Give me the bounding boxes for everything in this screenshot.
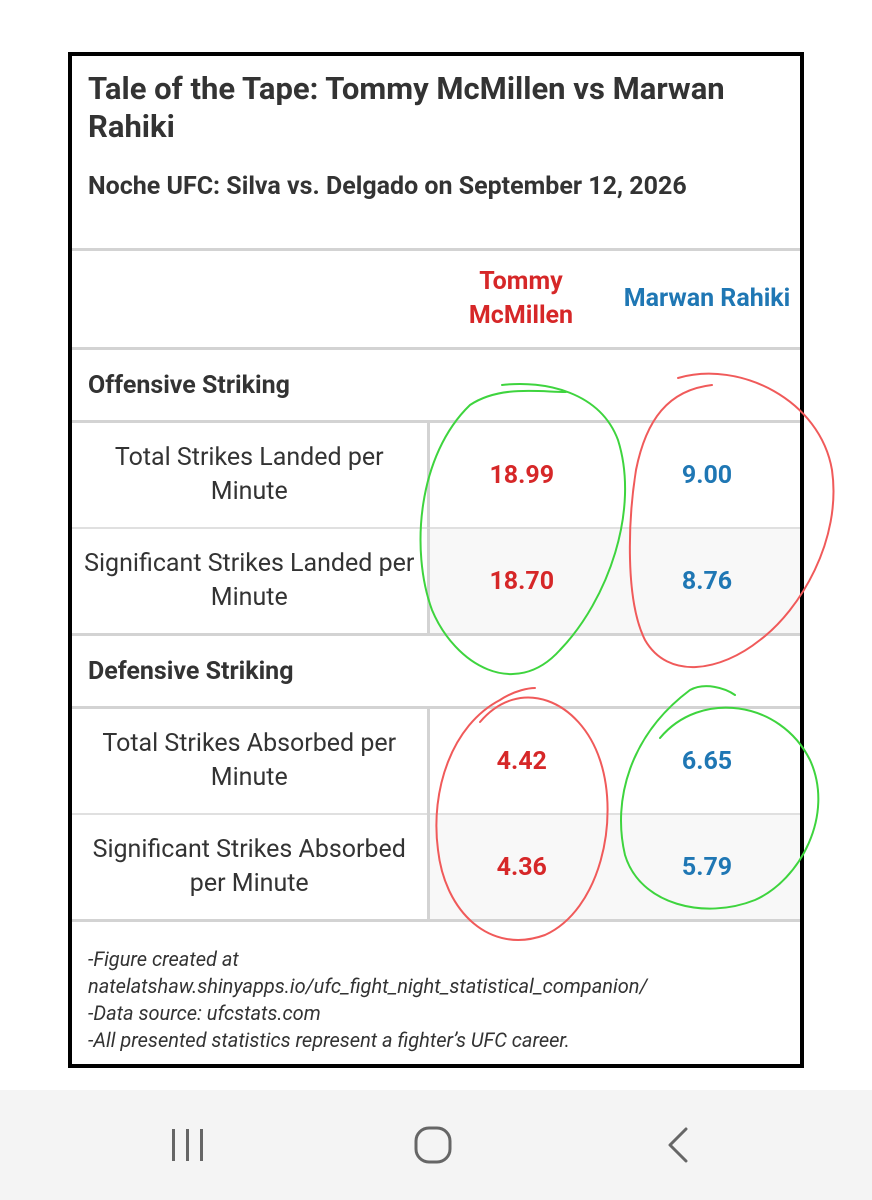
- fighter-b-value: 8.76: [614, 528, 800, 636]
- card-subtitle: Noche UFC: Silva vs. Delgado on Septembe…: [88, 172, 687, 201]
- table-row: Total Strikes Absorbed per Minute 4.42 6…: [72, 707, 800, 815]
- fighter-b-value: 9.00: [614, 421, 800, 529]
- fighter-a-value: 4.36: [428, 814, 614, 922]
- footnote-line: -Data source: ufcstats.com: [88, 1001, 321, 1025]
- card-title: Tale of the Tape: Tommy McMillen vs Marw…: [88, 70, 725, 145]
- android-navigation-bar: [0, 1090, 872, 1200]
- table-row: Total Strikes Landed per Minute 18.99 9.…: [72, 421, 800, 529]
- section-title: Offensive Striking: [72, 348, 800, 423]
- footnotes: -Figure created at natelatshaw.shinyapps…: [88, 946, 788, 1054]
- fighter-a-header: Tommy McMillen: [428, 248, 614, 350]
- section-row-offensive: Offensive Striking: [72, 348, 800, 423]
- back-button[interactable]: [628, 1110, 728, 1180]
- fighter-a-value: 18.70: [428, 528, 614, 636]
- table-header-row: Tommy McMillen Marwan Rahiki: [72, 248, 800, 350]
- fighter-b-header: Marwan Rahiki: [614, 248, 800, 350]
- stat-label: Total Strikes Landed per Minute: [72, 421, 430, 529]
- section-title: Defensive Striking: [72, 634, 800, 709]
- footnote-line: natelatshaw.shinyapps.io/ufc_fight_night…: [88, 974, 648, 998]
- recent-apps-button[interactable]: [138, 1110, 238, 1180]
- back-icon: [668, 1127, 688, 1163]
- tale-of-the-tape-card: Tale of the Tape: Tommy McMillen vs Marw…: [68, 52, 804, 1068]
- table-row: Significant Strikes Absorbed per Minute …: [72, 814, 800, 922]
- stat-label: Total Strikes Absorbed per Minute: [72, 707, 430, 815]
- fighter-a-value: 4.42: [428, 707, 614, 815]
- stat-label: Significant Strikes Landed per Minute: [72, 528, 430, 636]
- footnote-line: -Figure created at: [88, 947, 239, 971]
- table-row: Significant Strikes Landed per Minute 18…: [72, 528, 800, 636]
- home-icon: [414, 1126, 452, 1164]
- stats-table: Tommy McMillen Marwan Rahiki Offensive S…: [72, 248, 800, 922]
- recent-apps-icon: [172, 1129, 203, 1161]
- header-blank-cell: [72, 248, 428, 350]
- stat-label: Significant Strikes Absorbed per Minute: [72, 814, 430, 922]
- footnote-line: -All presented statistics represent a fi…: [88, 1028, 570, 1052]
- home-button[interactable]: [383, 1110, 483, 1180]
- fighter-a-value: 18.99: [428, 421, 614, 529]
- section-row-defensive: Defensive Striking: [72, 634, 800, 709]
- fighter-b-value: 5.79: [614, 814, 800, 922]
- fighter-b-value: 6.65: [614, 707, 800, 815]
